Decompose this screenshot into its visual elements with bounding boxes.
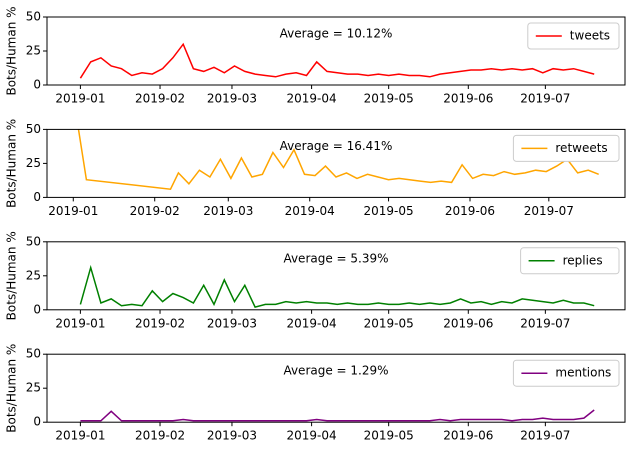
- x-tick-label: 2019-04: [287, 92, 337, 106]
- x-tick-label: 2019-07: [524, 204, 574, 218]
- y-tick-label: 25: [26, 156, 41, 170]
- data-line: [77, 129, 599, 191]
- y-tick-label: 50: [26, 10, 41, 24]
- y-tick-label: 25: [26, 381, 41, 395]
- x-tick-label: 2019-05: [363, 204, 413, 218]
- x-tick-label: 2019-01: [48, 204, 98, 218]
- y-axis-label: Bots/Human %: [5, 119, 19, 208]
- y-axis-label: Bots/Human %: [5, 6, 19, 95]
- x-tick-label: 2019-06: [443, 429, 493, 443]
- y-tick-label: 50: [26, 234, 41, 248]
- x-tick-label: 2019-03: [207, 92, 257, 106]
- y-axis-label: Bots/Human %: [5, 344, 19, 433]
- x-tick-label: 2019-04: [285, 204, 335, 218]
- x-tick-label: 2019-02: [135, 429, 185, 443]
- x-tick-label: 2019-01: [55, 316, 105, 330]
- y-tick-label: 0: [33, 78, 41, 92]
- x-tick-label: 2019-05: [364, 429, 414, 443]
- data-line: [79, 264, 595, 308]
- x-tick-label: 2019-02: [135, 92, 185, 106]
- legend-label: mentions: [555, 366, 611, 380]
- x-tick-label: 2019-04: [287, 429, 337, 443]
- y-tick-label: 0: [33, 302, 41, 316]
- legend-label: replies: [563, 253, 603, 267]
- x-tick-label: 2019-03: [207, 316, 257, 330]
- y-tick-label: 25: [26, 44, 41, 58]
- legend-box: [520, 247, 620, 275]
- y-tick-label: 0: [33, 190, 41, 204]
- x-tick-label: 2019-06: [443, 316, 493, 330]
- annotation: Average = 5.39%: [283, 251, 388, 265]
- annotation: Average = 16.41%: [280, 139, 393, 153]
- x-tick-label: 2019-01: [55, 429, 105, 443]
- x-tick-label: 2019-04: [287, 316, 337, 330]
- x-tick-label: 2019-06: [443, 92, 493, 106]
- x-tick-label: 2019-07: [520, 316, 570, 330]
- legend-label: tweets: [570, 29, 610, 43]
- x-tick-label: 2019-07: [520, 429, 570, 443]
- annotation: Average = 1.29%: [283, 364, 388, 378]
- legend-box: [527, 22, 620, 50]
- y-axis-label: Bots/Human %: [5, 231, 19, 320]
- x-tick-label: 2019-03: [203, 204, 253, 218]
- legend-label: retweets: [555, 141, 607, 155]
- y-tick-label: 50: [26, 122, 41, 136]
- x-tick-label: 2019-05: [364, 316, 414, 330]
- data-line: [79, 42, 595, 79]
- legend-box: [512, 134, 620, 162]
- annotation: Average = 10.12%: [280, 27, 393, 41]
- x-tick-label: 2019-06: [445, 204, 495, 218]
- y-tick-label: 50: [26, 347, 41, 361]
- x-tick-label: 2019-05: [364, 92, 414, 106]
- legend-box: [512, 359, 620, 387]
- x-tick-label: 2019-02: [135, 316, 185, 330]
- x-tick-label: 2019-07: [520, 92, 570, 106]
- x-tick-label: 2019-01: [55, 92, 105, 106]
- x-tick-label: 2019-02: [130, 204, 180, 218]
- y-tick-label: 25: [26, 268, 41, 282]
- x-tick-label: 2019-03: [207, 429, 257, 443]
- y-tick-label: 0: [33, 415, 41, 429]
- data-line: [80, 409, 595, 422]
